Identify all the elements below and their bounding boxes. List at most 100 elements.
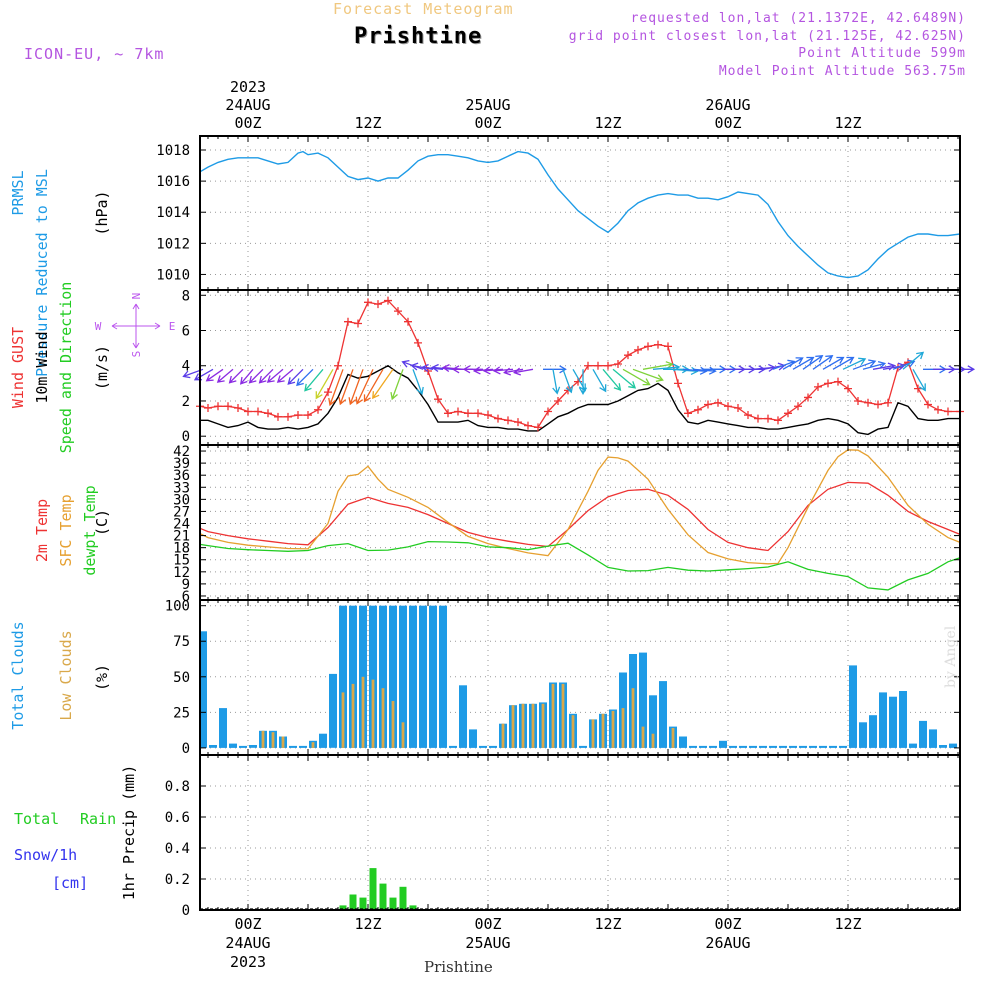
wind-direction-arrow — [372, 368, 394, 400]
rain-bar — [359, 897, 367, 910]
low-clouds-bar — [671, 728, 675, 748]
total-clouds-bar — [889, 696, 897, 748]
wind-gust-marker — [484, 411, 492, 420]
temp-legend-2m: 2m Temp — [33, 499, 51, 562]
wind-direction-arrow — [832, 356, 855, 370]
wind-gust-marker — [814, 382, 822, 391]
y-axis-label: (m/s) — [93, 345, 111, 390]
header-top-title: Forecast Meteogram — [333, 0, 514, 18]
precip-legend-snow: Snow/1h — [14, 846, 77, 864]
wind-gust-marker — [254, 407, 262, 416]
pressure-legend-msl: Pressure Reduced to MSL — [33, 169, 51, 377]
wind-gust-marker — [674, 379, 682, 388]
wind-gust-marker — [314, 405, 322, 414]
precip-legend-cm: [cm] — [52, 874, 88, 892]
wind-gust-marker — [554, 396, 562, 405]
total-clouds-bar — [339, 605, 347, 748]
wind-direction-arrow — [513, 367, 534, 376]
y-tick-label: 4 — [182, 359, 190, 375]
wind-gust-marker — [704, 400, 712, 409]
low-clouds-bar — [391, 701, 395, 748]
wind-gust-marker — [234, 404, 242, 413]
wind-direction-arrow — [842, 357, 867, 370]
low-clouds-bar — [531, 703, 535, 748]
wind-gust-marker — [504, 416, 512, 425]
total-clouds-bar — [379, 605, 387, 748]
compass-w-label: W — [95, 320, 102, 333]
wind-gust-marker — [274, 412, 282, 421]
low-clouds-bar — [601, 713, 605, 748]
total-clouds-bar — [819, 745, 827, 748]
wind-gust-marker — [714, 398, 722, 407]
wind-gust-marker — [264, 409, 272, 418]
wind-gust-marker — [864, 398, 872, 407]
total-clouds-bar — [289, 745, 297, 748]
wind-gust-marker — [594, 361, 602, 370]
total-clouds-bar — [489, 745, 497, 748]
low-clouds-bar — [631, 688, 635, 748]
total-clouds-bar — [709, 745, 717, 748]
rain-bar — [339, 905, 347, 910]
low-clouds-bar — [611, 710, 615, 748]
wind-gust-marker — [474, 409, 482, 418]
total-clouds-bar — [829, 745, 837, 748]
wind-direction-arrow — [852, 359, 877, 370]
wind-direction-arrow — [472, 366, 494, 375]
wind-gust-marker — [844, 384, 852, 393]
wind-gust-marker — [754, 414, 762, 423]
total-clouds-bar — [809, 745, 817, 748]
total-clouds-bar — [949, 743, 957, 748]
wind-gust-marker — [444, 409, 452, 418]
temp-legend-sfc: SFC Temp — [57, 494, 75, 566]
total-clouds-bar — [749, 745, 757, 748]
wind-legend-10m: 10m Wind — [33, 331, 51, 403]
wind-gust-marker — [284, 412, 292, 421]
total-clouds-bar — [859, 722, 867, 748]
bottom-time-label: 00Z — [234, 915, 261, 933]
wind-gust-marker — [324, 388, 332, 397]
total-clouds-bar — [429, 605, 437, 748]
total-clouds-bar — [639, 652, 647, 748]
low-clouds-bar — [341, 692, 345, 748]
low-clouds-bar — [311, 742, 315, 748]
y-tick-label: 12 — [173, 565, 190, 581]
rain-bar — [409, 905, 417, 910]
wind-direction-arrow — [258, 368, 274, 384]
header-model: ICON-EU, ~ 7km — [24, 45, 165, 63]
wind-direction-arrow — [782, 357, 804, 370]
rain-bar — [349, 894, 357, 910]
wind-direction-arrow — [578, 369, 588, 395]
total-clouds-bar — [439, 605, 447, 748]
compass-s-label: S — [130, 351, 143, 358]
clouds-legend-total: Total Clouds — [9, 621, 27, 729]
temp-dewpt-line — [199, 540, 961, 591]
y-tick-label: 25 — [173, 705, 190, 721]
wind-gust-marker — [214, 402, 222, 411]
low-clouds-bar — [541, 703, 545, 748]
low-clouds-bar — [511, 705, 515, 748]
wind-gust-marker — [684, 409, 692, 418]
total-clouds-bar — [459, 685, 467, 748]
wind-gust-marker — [344, 317, 352, 326]
y-tick-label: 9 — [182, 577, 190, 593]
wind-gust-marker — [394, 307, 402, 316]
total-clouds-bar — [729, 745, 737, 748]
clouds-legend-low: Low Clouds — [57, 630, 75, 720]
y-tick-label: 0 — [182, 741, 190, 757]
y-tick-label: 75 — [173, 634, 190, 650]
wind-gust-marker — [834, 377, 842, 386]
total-clouds-bar — [649, 695, 657, 748]
y-tick-label: 8 — [182, 288, 190, 304]
header-point-altitude: Point Altitude 599m — [798, 46, 966, 61]
wind-gust-marker — [604, 361, 612, 370]
y-tick-label: 100 — [165, 599, 190, 615]
temp-sfc-line — [199, 449, 961, 565]
y-axis-label: (C) — [93, 509, 111, 536]
wind-direction-arrow — [338, 369, 354, 406]
wind-gust-marker — [824, 379, 832, 388]
plot-layer — [182, 150, 976, 911]
y-tick-label: 24 — [173, 517, 190, 533]
low-clouds-bar — [621, 708, 625, 748]
total-clouds-bar — [479, 745, 487, 748]
